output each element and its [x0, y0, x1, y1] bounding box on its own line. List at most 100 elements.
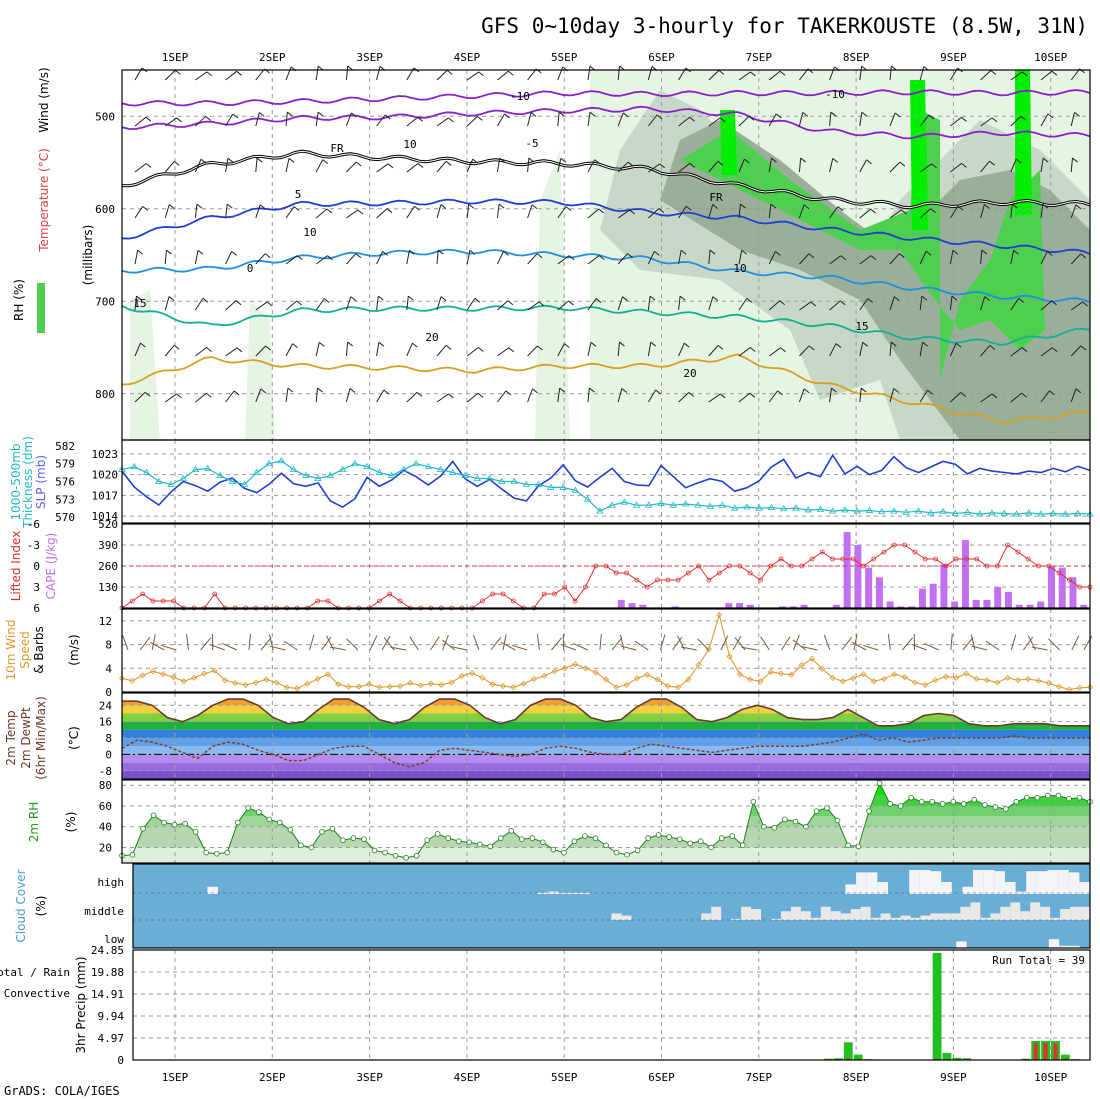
- wind-speed-marker: [479, 674, 486, 681]
- thickness-marker: [718, 501, 727, 508]
- cloud-cell: [950, 913, 961, 920]
- rh-marker: [645, 835, 651, 841]
- wind-barb-flag: [709, 249, 716, 255]
- millibar-unit-label: (millibars): [81, 225, 95, 286]
- li-marker: [922, 556, 928, 562]
- wind-barb-staff: [285, 343, 294, 357]
- wind-barb-staff: [436, 204, 442, 219]
- thickness-marker: [841, 506, 849, 513]
- surface-wind-barb: [923, 642, 939, 651]
- surface-wind-barb: [902, 637, 914, 651]
- wind-barb-flag: [1015, 158, 1022, 164]
- rh-marker: [1045, 792, 1051, 799]
- thickness-marker: [877, 507, 886, 515]
- wind-barb-staff: [648, 114, 658, 127]
- li-marker: [881, 549, 887, 555]
- wind-barb-staff: [647, 251, 655, 265]
- wind-barb-staff: [195, 71, 208, 81]
- cloud-cell: [741, 906, 752, 920]
- cloud-cell: [856, 872, 867, 894]
- wind-barb-staff: [195, 392, 207, 403]
- precip-legend-convective: Convective: [4, 987, 70, 1000]
- cape-bar: [983, 599, 991, 608]
- rh-band: [122, 805, 1090, 817]
- wind-barb-staff: [285, 112, 288, 127]
- wind-barb-flag: [960, 392, 967, 397]
- thickness-marker: [804, 506, 812, 513]
- cloud-cell: [1030, 902, 1041, 920]
- wind-barb-flag: [565, 206, 572, 212]
- date-label-bottom: 7SEP: [746, 1071, 773, 1084]
- wind-barb-staff: [768, 158, 772, 173]
- temp-tick: 16: [99, 716, 112, 729]
- wind-barb-flag: [206, 392, 212, 398]
- wind-barb-staff: [255, 253, 266, 265]
- thickness-marker: [1061, 510, 1070, 517]
- wind-barb-staff: [406, 206, 415, 219]
- surface-wind-barb: [472, 634, 480, 651]
- temperature-axis-label: Temperature (°C): [37, 148, 51, 253]
- wind-barb-staff: [1010, 158, 1017, 173]
- cloud-cell: [956, 941, 967, 948]
- wind-barb-staff: [768, 204, 772, 219]
- cloud-cell: [840, 913, 851, 920]
- rh-marker: [634, 847, 641, 854]
- wind-barb-staff: [919, 389, 928, 403]
- wind-barb-flag: [503, 251, 509, 256]
- wind-barb-flag: [317, 387, 323, 393]
- thickness-marker: [890, 507, 898, 514]
- date-label-bottom: 10SEP: [1034, 1071, 1067, 1084]
- wind-barb-flag: [867, 298, 874, 303]
- thickness-marker: [1037, 510, 1045, 517]
- wind-barb-staff: [497, 70, 509, 81]
- cloud-cell: [731, 918, 742, 920]
- thickness-marker: [779, 504, 788, 512]
- wind-barb-staff: [406, 296, 409, 311]
- wind-speed-tick: 4: [105, 662, 112, 675]
- wind-barb-flag: [440, 296, 447, 301]
- wind-speed-marker: [417, 682, 424, 689]
- wind-barb-flag: [260, 388, 267, 394]
- wind-barb-flag: [718, 70, 725, 75]
- wind-barb-staff: [134, 250, 139, 265]
- wind-barb-flag: [236, 347, 243, 353]
- pressure-tick: 500: [95, 110, 115, 123]
- surface-wind-barb: [741, 646, 758, 651]
- wind-barb-staff: [557, 112, 560, 127]
- wind-barb-flag: [835, 343, 842, 348]
- wind-barb-flag: [779, 70, 786, 76]
- wind-barb-staff: [708, 345, 719, 357]
- slp-tick: 1014: [92, 510, 119, 523]
- wind-barb-staff: [738, 298, 748, 311]
- wind-barb-flag: [317, 111, 324, 117]
- rh-marker: [939, 801, 946, 807]
- wind-barb-flag: [416, 392, 423, 397]
- wind-speed-marker: [293, 685, 301, 692]
- wind-barb-staff: [164, 250, 167, 265]
- wind-barb-flag: [537, 345, 543, 351]
- cape-tick: 260: [98, 560, 118, 573]
- rh-marker: [929, 798, 935, 805]
- thickness-marker: [853, 507, 861, 514]
- wind-barb-staff: [285, 300, 298, 311]
- date-label-top: 2SEP: [259, 51, 286, 64]
- wind-barb-flag: [530, 112, 537, 117]
- cloud-cell: [1050, 917, 1061, 920]
- wind-speed-marker: [263, 676, 270, 683]
- wind-barb-staff: [315, 112, 319, 127]
- wind-barb-flag: [144, 391, 151, 397]
- li-tick: -6: [27, 518, 40, 531]
- wind-speed-marker: [983, 677, 991, 684]
- rh-band: [122, 783, 1090, 796]
- wind-barb-staff: [799, 253, 810, 265]
- cape-bar: [875, 577, 883, 608]
- wind-speed-marker: [469, 669, 476, 677]
- wind-barb-staff: [738, 250, 743, 265]
- wind-barb-flag: [689, 163, 695, 168]
- wind-barb-staff: [617, 342, 620, 357]
- cloud-cell: [962, 886, 974, 894]
- cloud-cell: [1047, 870, 1059, 894]
- wind-speed-marker: [345, 683, 352, 690]
- wind-barb-staff: [768, 300, 781, 311]
- wind-barb-staff: [255, 68, 265, 81]
